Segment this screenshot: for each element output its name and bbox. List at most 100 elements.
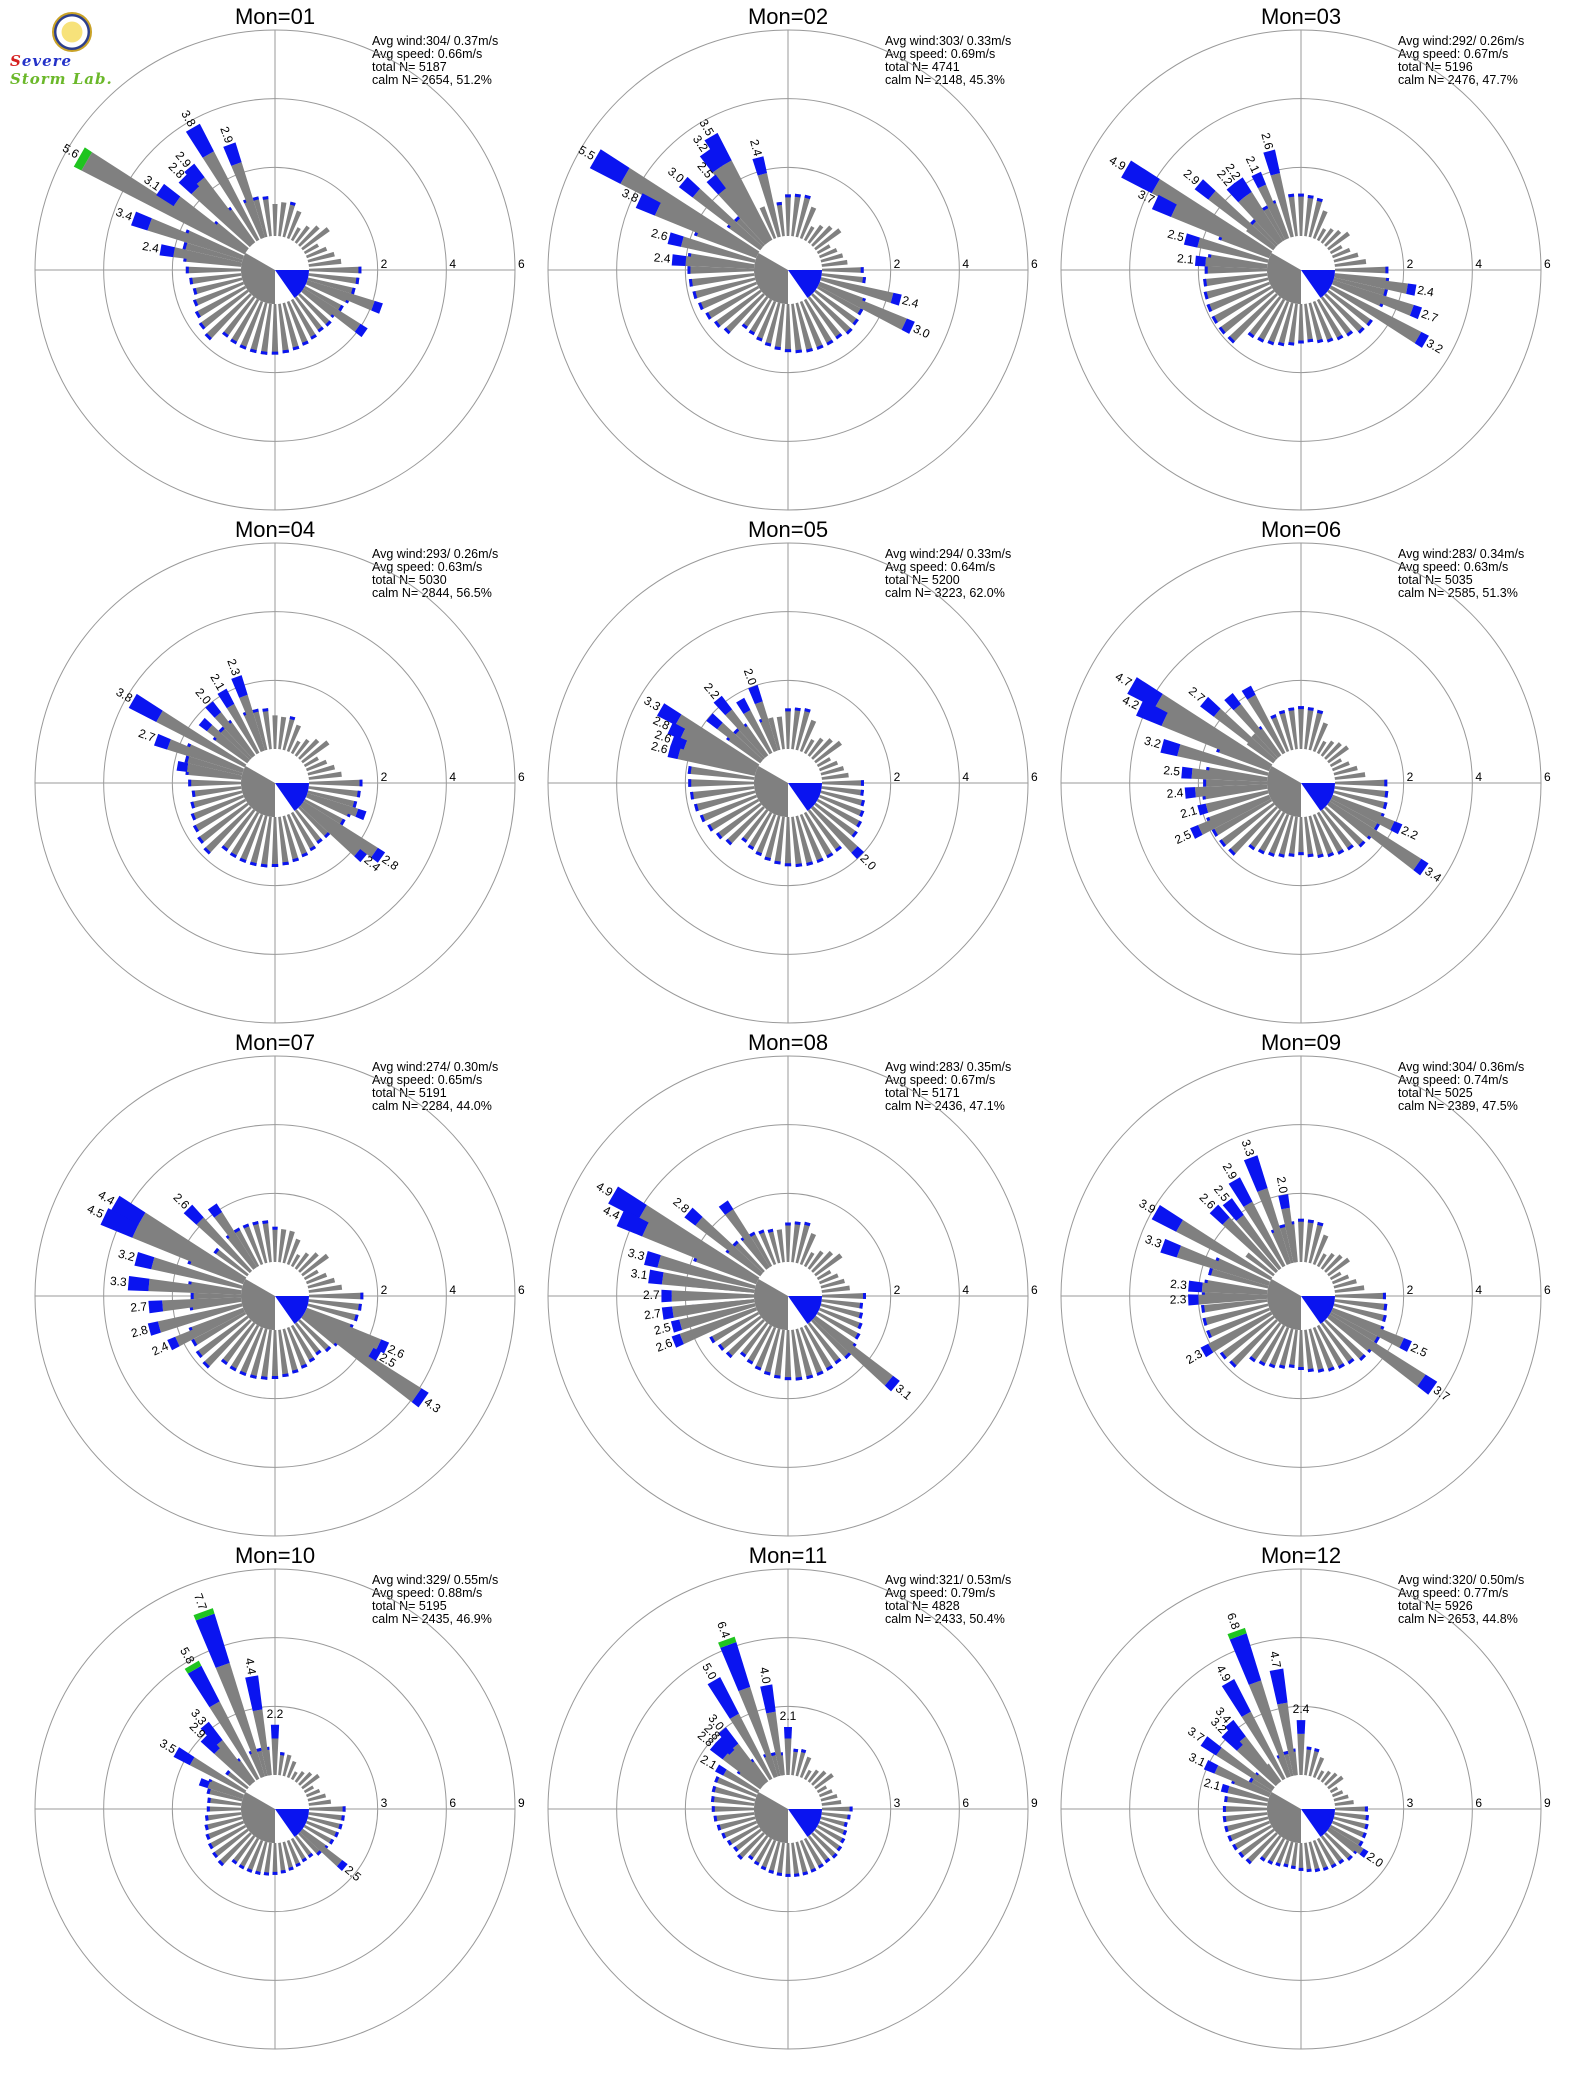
ring-tick-label: 2 — [1407, 257, 1414, 271]
ring-tick-label: 4 — [962, 257, 969, 271]
direction-bar — [263, 1842, 272, 1876]
direction-bar — [1333, 252, 1359, 263]
direction-bar — [242, 1223, 264, 1266]
direction-bar — [774, 1329, 785, 1379]
direction-bar — [799, 719, 817, 753]
direction-bar — [286, 1760, 297, 1779]
direction-bar — [256, 1747, 268, 1777]
direction-bar — [1316, 1324, 1345, 1369]
direction-bar — [195, 1315, 249, 1358]
direction-bar — [654, 202, 758, 258]
direction-bar — [1238, 196, 1281, 246]
mean-vector-sector — [1301, 783, 1335, 811]
direction-bar — [814, 228, 842, 251]
direction-bar — [753, 1837, 773, 1866]
direction-bar-tip — [732, 1240, 739, 1247]
stat-line: calm N= 2389, 47.5% — [1398, 1099, 1518, 1113]
direction-bar — [191, 186, 253, 248]
stat-line: calm N= 2654, 51.2% — [372, 73, 492, 87]
direction-bar-mid — [1221, 1679, 1251, 1717]
direction-bar-mid — [1194, 179, 1216, 200]
direction-bar — [147, 218, 244, 260]
direction-bar — [307, 1277, 336, 1289]
direction-bar-mid — [1226, 182, 1246, 203]
direction-bar — [1229, 1319, 1278, 1368]
direction-bar — [239, 300, 264, 350]
direction-bar-mid — [176, 761, 189, 772]
direction-bar — [1298, 193, 1304, 237]
direction-bar-tip — [238, 1864, 245, 1870]
direction-bar-tip — [816, 857, 824, 864]
mean-vector-sector — [1301, 270, 1335, 298]
direction-bar-tip — [222, 331, 229, 338]
direction-bar-tip — [325, 320, 332, 327]
direction-bar — [299, 1829, 343, 1867]
direction-bar-tip — [360, 1292, 364, 1300]
direction-bar — [726, 1824, 760, 1846]
direction-bar-tip — [1358, 840, 1366, 848]
direction-bar — [791, 303, 803, 354]
direction-bar-tip — [184, 755, 190, 764]
direction-bar — [301, 288, 361, 332]
direction-bar — [774, 816, 785, 865]
direction-bar — [756, 300, 777, 342]
direction-bar-tip — [764, 342, 772, 347]
stat-line: Avg speed: 0.67m/s — [1398, 47, 1508, 61]
direction-bar — [278, 1752, 285, 1776]
direction-bar — [733, 1828, 762, 1852]
direction-bar — [803, 226, 815, 242]
direction-bar — [1316, 298, 1344, 341]
direction-bar — [1257, 298, 1286, 343]
direction-bar-mid — [1414, 331, 1429, 348]
direction-bar — [303, 798, 346, 826]
direction-bar — [1197, 237, 1269, 263]
direction-bar-mid — [1269, 1668, 1288, 1705]
direction-bar-mid — [156, 183, 181, 207]
direction-bar-tip — [734, 216, 741, 223]
direction-bar — [1227, 1786, 1269, 1802]
stat-line: Avg wind:294/ 0.33m/s — [885, 547, 1011, 561]
direction-bar-mid — [1190, 825, 1203, 839]
direction-bar — [298, 1771, 313, 1786]
direction-bar — [1176, 1245, 1270, 1286]
direction-bar — [1297, 1733, 1305, 1776]
direction-bar — [705, 285, 760, 320]
stat-line: total N= 5187 — [372, 60, 447, 74]
panel-title: Mon=08 — [748, 1030, 828, 1055]
mean-vector-sector — [788, 1809, 822, 1837]
direction-bar — [811, 1319, 852, 1360]
direction-bar-tip — [1222, 1806, 1226, 1812]
direction-bar — [785, 1222, 791, 1263]
direction-bar — [816, 1785, 828, 1794]
direction-bar — [1268, 1326, 1290, 1369]
direction-bar-tip — [1228, 848, 1236, 856]
direction-bar — [290, 740, 301, 755]
direction-bar — [755, 813, 777, 857]
direction-bar — [1267, 300, 1290, 346]
direction-bar — [807, 809, 842, 852]
direction-bar — [1228, 806, 1278, 856]
direction-bar — [1239, 1736, 1281, 1785]
direction-bar-tip — [1201, 1304, 1206, 1313]
direction-bar-tip — [1218, 326, 1226, 335]
calm-sector — [1267, 1792, 1301, 1843]
direction-bar-tip — [1327, 1366, 1335, 1372]
bar-value-label: 2.6 — [386, 1342, 407, 1362]
direction-bar — [760, 1839, 777, 1871]
direction-bar-tip — [753, 1860, 760, 1866]
direction-bar — [1203, 273, 1268, 287]
direction-bar — [1327, 745, 1350, 764]
direction-bar-tip — [831, 1852, 838, 1859]
direction-bar — [1304, 194, 1314, 237]
direction-bar-tip — [1314, 1868, 1321, 1873]
direction-bar-tip — [1307, 338, 1314, 343]
direction-bar-mid — [198, 1778, 210, 1789]
direction-bar — [308, 1799, 332, 1806]
direction-bar-tip — [182, 241, 188, 250]
direction-bar-tip — [1307, 1219, 1314, 1224]
direction-bar — [1329, 758, 1343, 768]
direction-bar-tip — [756, 336, 763, 342]
ring-tick-label: 6 — [518, 257, 525, 271]
bar-value-label: 2.3 — [1170, 1277, 1188, 1292]
